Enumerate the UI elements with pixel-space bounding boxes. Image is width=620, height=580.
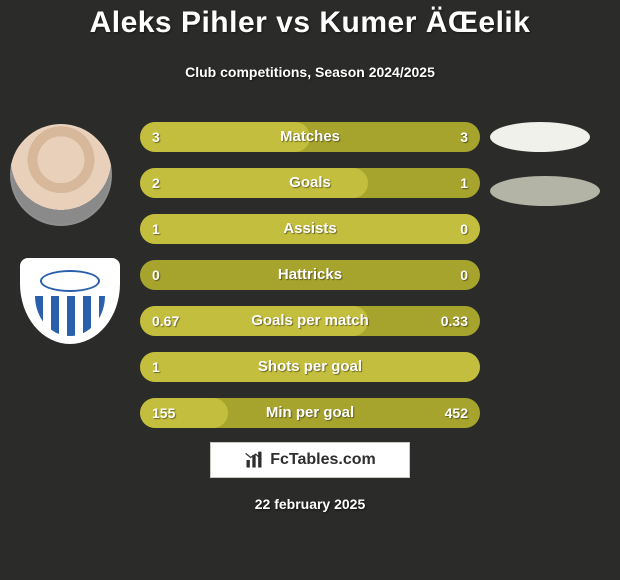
stat-label: Min per goal [140, 398, 480, 428]
player-avatar-left [10, 124, 112, 226]
player-avatar-right-placeholder [490, 122, 590, 152]
stat-bar: 0.670.33Goals per match [140, 306, 480, 336]
comparison-infographic: Aleks Pihler vs Kumer ÄŒelik Club compet… [0, 0, 620, 580]
page-title: Aleks Pihler vs Kumer ÄŒelik [0, 6, 620, 40]
stat-label: Hattricks [140, 260, 480, 290]
stat-label: Assists [140, 214, 480, 244]
badge-ring [40, 270, 100, 292]
stat-bar: 33Matches [140, 122, 480, 152]
badge-stripes [35, 296, 105, 336]
stat-label: Matches [140, 122, 480, 152]
stat-label: Shots per goal [140, 352, 480, 382]
club-badge-left [20, 258, 120, 344]
attribution-text: FcTables.com [270, 451, 376, 469]
stat-bar: 1Shots per goal [140, 352, 480, 382]
attribution: FcTables.com [210, 442, 410, 478]
stat-bar: 00Hattricks [140, 260, 480, 290]
stat-label: Goals [140, 168, 480, 198]
stat-bar: 155452Min per goal [140, 398, 480, 428]
club-badge-right-placeholder [490, 176, 600, 206]
date-text: 22 february 2025 [0, 496, 620, 512]
stat-bar: 21Goals [140, 168, 480, 198]
bar-chart-icon [244, 450, 264, 470]
stat-bar: 10Assists [140, 214, 480, 244]
subtitle: Club competitions, Season 2024/2025 [0, 64, 620, 80]
stat-label: Goals per match [140, 306, 480, 336]
stat-bars: 33Matches 21Goals 10Assists 00Hattricks 0.67… [140, 122, 480, 444]
